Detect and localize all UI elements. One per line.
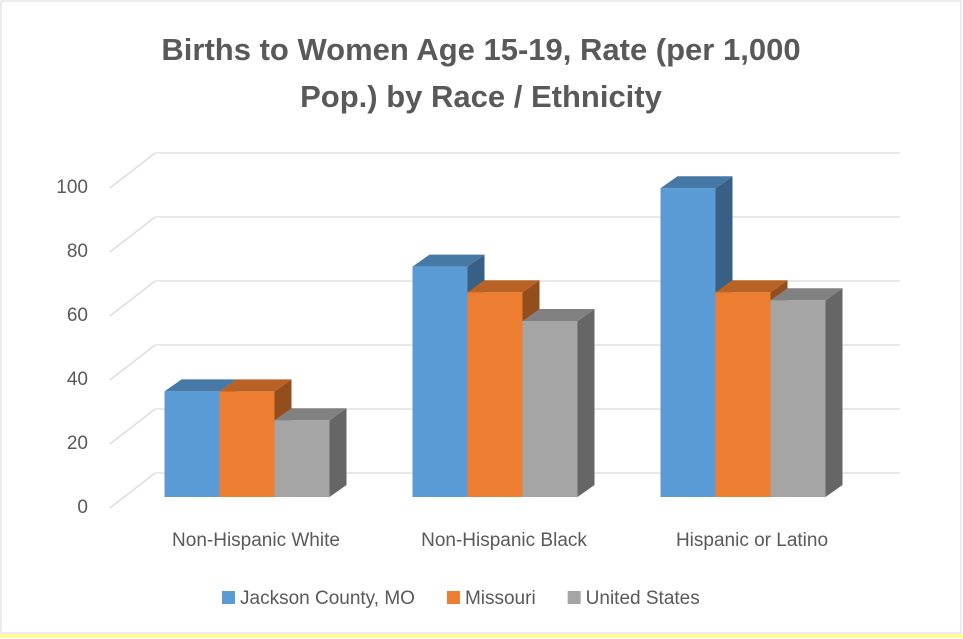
bar-front	[467, 292, 523, 497]
bar-front	[274, 420, 330, 497]
bar-top	[412, 254, 485, 267]
grid-line	[109, 152, 900, 189]
legend-swatch	[222, 591, 235, 604]
x-tick-label: Non-Hispanic White	[172, 530, 340, 551]
bar-top	[715, 280, 788, 293]
bar	[274, 408, 347, 497]
bar	[770, 288, 843, 497]
legend-swatch	[567, 591, 581, 604]
bar	[522, 309, 595, 497]
y-tick-label: 80	[67, 241, 88, 262]
x-tick-label: Non-Hispanic Black	[421, 530, 587, 551]
bar-front	[219, 391, 275, 497]
bar-side	[577, 309, 595, 497]
bar-top	[467, 280, 540, 293]
legend-swatch	[446, 591, 460, 604]
grid-diagonal	[109, 408, 156, 445]
bar-side	[825, 288, 843, 497]
legend-label: Missouri	[465, 588, 536, 609]
bar-top	[164, 379, 237, 392]
y-tick-label: 40	[67, 369, 88, 390]
y-tick-label: 20	[67, 433, 88, 454]
bar-top	[274, 408, 347, 421]
grid-line	[109, 216, 900, 253]
bar-front	[715, 292, 771, 497]
legend-label: United States	[586, 588, 700, 609]
y-tick-label: 60	[67, 305, 88, 326]
bar-front	[412, 266, 468, 497]
grid-diagonal	[109, 472, 156, 509]
bar-top	[770, 288, 843, 301]
grid-diagonal	[109, 344, 156, 381]
bar	[219, 379, 292, 497]
bar-top	[522, 309, 595, 321]
bar-front	[660, 188, 716, 497]
bar-top	[660, 176, 733, 189]
grid-diagonal	[109, 280, 156, 317]
bar-top	[219, 379, 292, 392]
bar-front	[770, 300, 826, 497]
y-tick-label: 0	[77, 497, 88, 518]
grid-diagonal	[109, 216, 156, 253]
chart-title: Births to Women Age 15-19, Rate (per 1,0…	[161, 32, 801, 114]
bar-front	[522, 321, 578, 497]
y-tick-label: 100	[56, 177, 88, 198]
grid-diagonal	[109, 152, 156, 189]
x-tick-label: Hispanic or Latino	[676, 530, 828, 551]
legend-label: Jackson County, MO	[240, 588, 415, 609]
bar-side	[329, 408, 347, 497]
bar-front	[164, 391, 220, 497]
